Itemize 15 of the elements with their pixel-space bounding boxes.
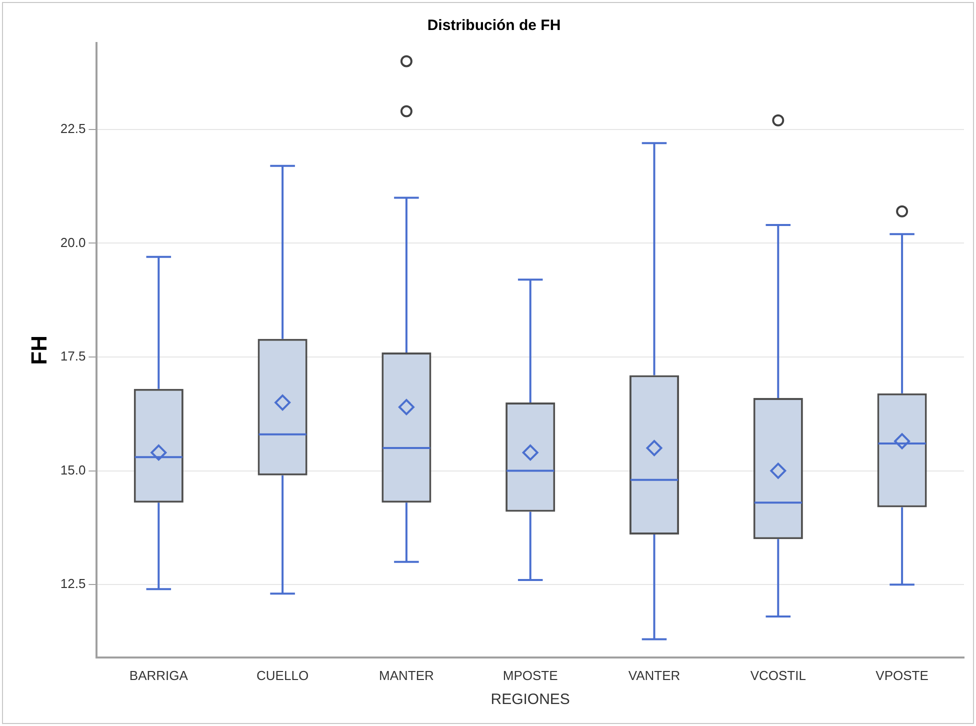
x-tick-label: BARRIGA (129, 668, 188, 683)
x-tick-label: VCOSTIL (750, 668, 806, 683)
x-tick-label: VPOSTE (876, 668, 929, 683)
y-tick-label: 12.5 (60, 576, 86, 592)
y-tick-label: 17.5 (60, 348, 86, 364)
y-tick-label: 15.0 (60, 462, 86, 478)
chart-title: Distribución de FH (427, 17, 561, 34)
x-tick-label: CUELLO (256, 668, 309, 683)
x-tick-label: MANTER (379, 668, 434, 683)
y-tick-label: 20.0 (60, 234, 86, 250)
x-tick-label: MPOSTE (502, 668, 558, 683)
x-axis-title: REGIONES (490, 691, 570, 708)
y-axis-title: FH (26, 336, 52, 365)
x-tick-label: VANTER (628, 668, 680, 683)
y-tick-label: 22.5 (60, 121, 86, 136)
